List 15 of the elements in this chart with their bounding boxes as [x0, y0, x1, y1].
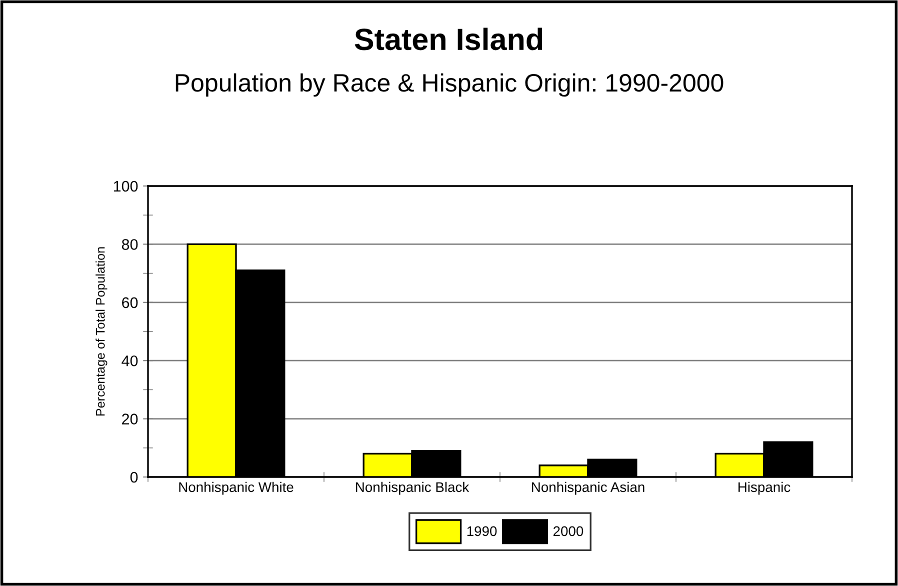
x-tick-label: Nonhispanic Black	[356, 482, 470, 495]
y-axis-title: Percentage of Total Population	[96, 247, 108, 416]
legend-label: 1990	[467, 526, 497, 536]
x-tick-label: Hispanic	[738, 482, 790, 495]
y-tick-label: 60	[122, 297, 138, 308]
y-tick-label: 0	[130, 472, 138, 483]
x-tick-label: Nonhispanic White	[179, 482, 294, 495]
legend-label: 2000	[553, 526, 584, 536]
y-tick-label: 80	[122, 239, 138, 250]
y-tick-label: 40	[122, 355, 138, 366]
chart-subtitle: Population by Race & Hispanic Origin: 1990-2000	[176, 73, 724, 97]
y-tick-label: 20	[122, 414, 138, 424]
x-tick-label: Nonhispanic Asian	[532, 482, 644, 495]
chart-title: Staten Island	[354, 28, 542, 50]
y-tick-label: 100	[114, 180, 138, 192]
